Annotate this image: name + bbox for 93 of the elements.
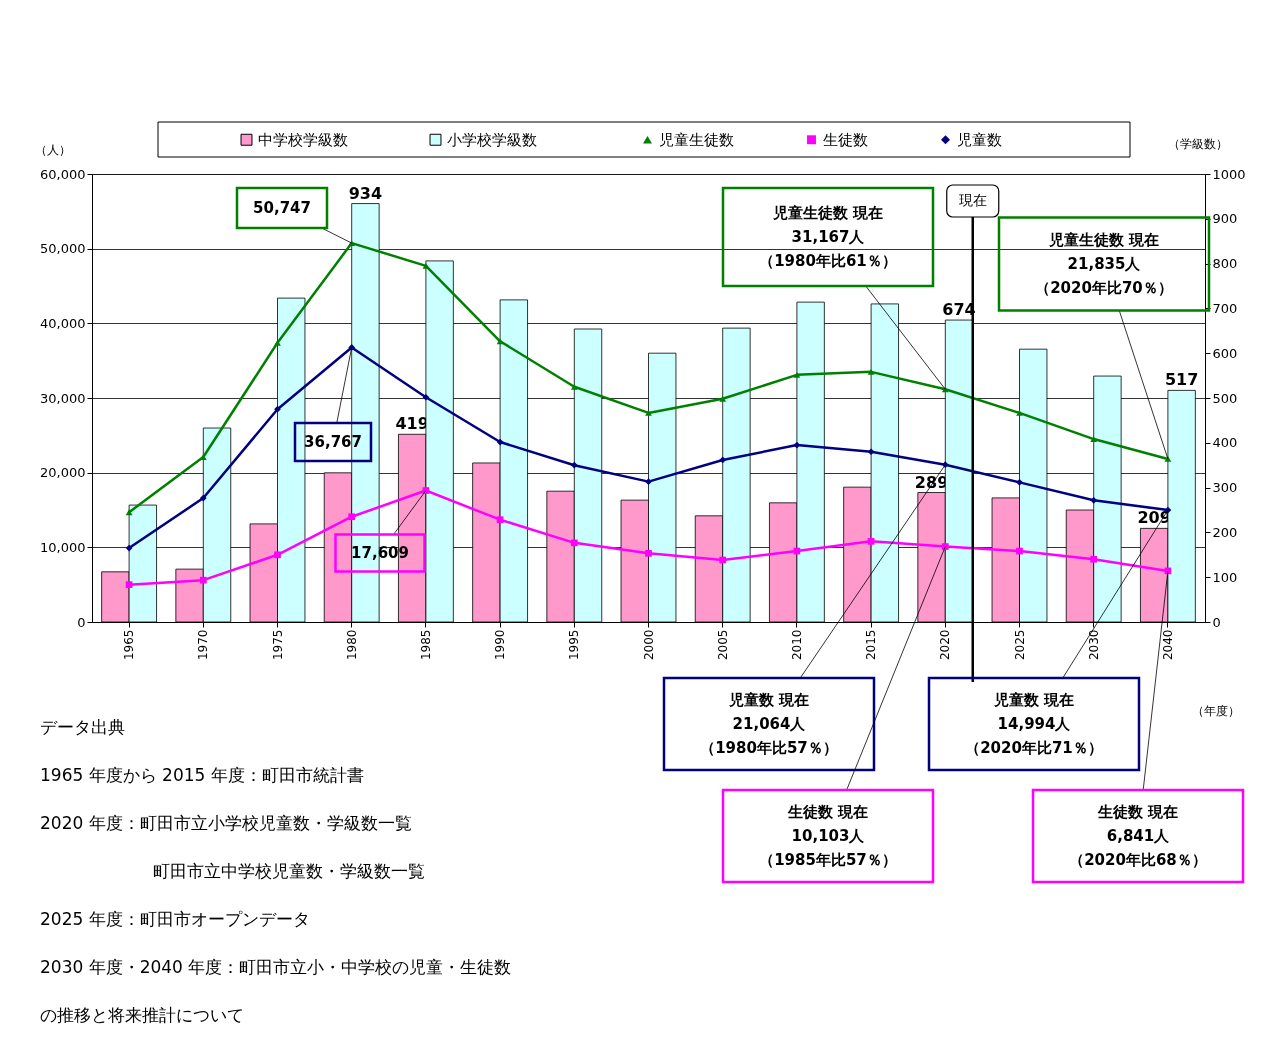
x-axis-title: （年度） — [1191, 703, 1240, 718]
x-tick-label: 2015 — [864, 629, 879, 661]
y2-tick-label: 700 — [1212, 300, 1238, 316]
y2-tick-label: 1000 — [1212, 166, 1246, 182]
y-tick-label: 50,000 — [40, 241, 86, 257]
x-tick-label: 2010 — [789, 629, 804, 661]
y2-tick-label: 0 — [1212, 614, 1221, 630]
point — [348, 240, 356, 246]
x-tick-label: 2000 — [641, 629, 656, 661]
legend-label: 生徒数 — [823, 130, 868, 149]
x-tick-label: 1995 — [567, 629, 582, 661]
point — [422, 393, 430, 401]
point — [719, 395, 727, 402]
point — [570, 383, 578, 390]
text: データ出典 — [40, 717, 125, 737]
annotation: 児童数 現在21,064人（1980年比57％） — [700, 691, 838, 757]
point — [1016, 410, 1023, 416]
y2-tick-label: 300 — [1212, 480, 1238, 496]
legend-label: 児童生徒数 — [659, 130, 734, 149]
point — [867, 368, 875, 375]
text: 2030 年度・2040 年度：町田市立小・中学校の児童・生徒数 — [40, 957, 512, 977]
text: 1965 年度から 2015 年度：町田市統計書 — [40, 765, 364, 785]
point — [348, 513, 356, 521]
data-label: 517 — [1164, 370, 1199, 390]
x-tick-label: 1980 — [344, 629, 359, 661]
y-tick-label: 40,000 — [40, 315, 86, 331]
y2-tick-label: 100 — [1212, 569, 1238, 585]
y-axis-title: （人） — [34, 142, 71, 157]
point — [199, 494, 207, 502]
point — [199, 576, 207, 584]
point — [719, 556, 727, 564]
point — [719, 456, 727, 464]
y-tick-label: 0 — [77, 614, 86, 630]
point — [274, 551, 281, 559]
x-tick-label: 1970 — [196, 629, 211, 661]
point — [793, 371, 801, 378]
point — [422, 262, 430, 269]
x-tick-label: 2040 — [1160, 629, 1175, 661]
legend-label: 児童数 — [957, 130, 1002, 149]
point — [125, 544, 133, 552]
point — [274, 405, 281, 413]
point — [570, 461, 578, 469]
x-tick-label: 2030 — [1086, 629, 1101, 661]
legend-label: 小学校学級数 — [447, 130, 537, 149]
point — [496, 516, 504, 524]
x-tick-label: 1965 — [122, 629, 137, 661]
text: の推移と将来推計について — [40, 1005, 244, 1025]
y2-tick-label: 600 — [1212, 345, 1238, 361]
data-label: 934 — [348, 183, 383, 203]
point — [496, 438, 504, 446]
annotation: 50,747 — [253, 199, 311, 217]
text: 2020 年度：町田市立小学校児童数・学級数一覧 — [40, 813, 412, 833]
point — [793, 441, 801, 449]
annotation: 生徒数 現在10,103人（1985年比57％） — [759, 803, 897, 869]
annotation: 生徒数 現在6,841人（2020年比68％） — [1069, 803, 1207, 869]
annotation: 児童数 現在14,994人（2020年比71％） — [965, 691, 1103, 757]
point — [125, 581, 133, 589]
y-tick-label: 30,000 — [40, 390, 86, 406]
y2-tick-label: 500 — [1212, 390, 1238, 406]
y2-tick-label: 900 — [1212, 211, 1238, 227]
legend-label: 中学校学級数 — [258, 130, 348, 149]
x-tick-label: 2025 — [1012, 629, 1027, 661]
point — [1090, 436, 1098, 442]
point — [645, 410, 652, 416]
point — [1016, 547, 1023, 555]
y2-tick-label: 200 — [1212, 524, 1238, 540]
x-tick-label: 1990 — [493, 629, 508, 661]
x-tick-label: 2005 — [715, 629, 730, 661]
point — [496, 338, 504, 345]
y-tick-label: 10,000 — [40, 539, 86, 555]
y2-tick-label: 800 — [1212, 256, 1238, 272]
point — [1090, 555, 1098, 563]
point — [274, 339, 281, 346]
x-tick-label: 1985 — [418, 629, 433, 661]
annotation: 児童生徒数 現在21,835人（2020年比70％） — [1035, 231, 1173, 297]
y2-axis-title: （学級数） — [1167, 136, 1228, 151]
point — [645, 478, 652, 485]
point — [867, 538, 875, 545]
point — [570, 539, 578, 547]
point — [125, 509, 133, 516]
text: 町田市立中学校児童数・学級数一覧 — [153, 861, 425, 881]
ref-line-label: 現在 — [958, 192, 987, 208]
point — [867, 448, 875, 456]
x-tick-label: 1975 — [270, 629, 285, 661]
point — [1016, 479, 1023, 486]
y-tick-label: 20,000 — [40, 465, 86, 481]
annotation: 児童生徒数 現在31,167人（1980年比61％） — [759, 204, 897, 270]
point — [645, 549, 652, 557]
y2-tick-label: 400 — [1212, 435, 1238, 451]
text: 2025 年度：町田市オープンデータ — [40, 909, 310, 929]
x-tick-label: 2020 — [938, 629, 953, 661]
y-tick-label: 60,000 — [40, 166, 86, 182]
point — [1090, 496, 1098, 504]
